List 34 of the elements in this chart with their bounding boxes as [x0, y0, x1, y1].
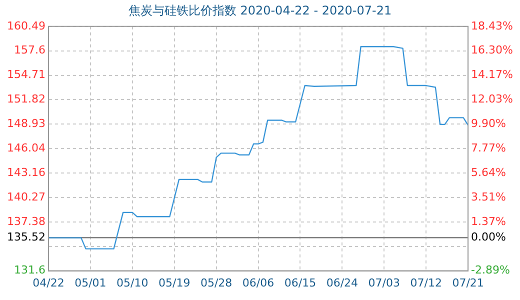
x-tick-label: 05/10: [116, 276, 148, 290]
x-tick-label: 04/22: [32, 276, 64, 290]
y2-tick-label: 12.03%: [471, 92, 514, 106]
x-tick-label: 06/15: [284, 276, 316, 290]
y2-tick-label: 16.30%: [471, 44, 514, 57]
x-tick-label: 05/01: [74, 276, 106, 290]
y-tick-label: 148.93: [6, 117, 46, 130]
y-tick-label: 131.6: [14, 264, 46, 277]
x-tick-label: 07/12: [410, 276, 442, 290]
y2-tick-label: 7.77%: [471, 141, 506, 154]
x-tick-label: 06/24: [326, 276, 358, 290]
y-tick-label: 146.04: [6, 142, 46, 154]
y-tick-label: 160.49: [6, 19, 46, 32]
y2-tick-label: 14.17%: [471, 68, 514, 82]
y-tick-label: 143.16: [6, 166, 46, 179]
y2-tick-label: 9.90%: [471, 117, 506, 130]
x-tick-label: 05/28: [200, 276, 232, 290]
y-tick-label: 157.6: [14, 44, 46, 57]
y2-tick-label: 3.51%: [471, 190, 506, 204]
y-tick-label: 140.27: [6, 190, 46, 204]
y2-tick-label: 18.43%: [471, 19, 514, 32]
x-tick-label: 05/19: [158, 276, 190, 290]
y2-tick-label: 5.64%: [471, 166, 506, 179]
y2-tick-label: -2.89%: [471, 264, 510, 277]
y2-tick-label: 0.00%: [471, 230, 506, 244]
y-tick-label: 135.52: [6, 230, 46, 244]
y2-tick-label: 1.37%: [471, 214, 506, 228]
y-tick-label: 151.82: [6, 92, 46, 106]
y-tick-label: 137.38: [6, 214, 46, 228]
chart-title: 焦炭与硅铁比价指数 2020-04-22 - 2020-07-21: [128, 3, 392, 18]
y-tick-label: 154.71: [6, 68, 46, 82]
x-tick-label: 07/03: [368, 276, 400, 290]
x-tick-label: 06/06: [242, 276, 274, 290]
x-tick-label: 07/21: [452, 276, 484, 290]
